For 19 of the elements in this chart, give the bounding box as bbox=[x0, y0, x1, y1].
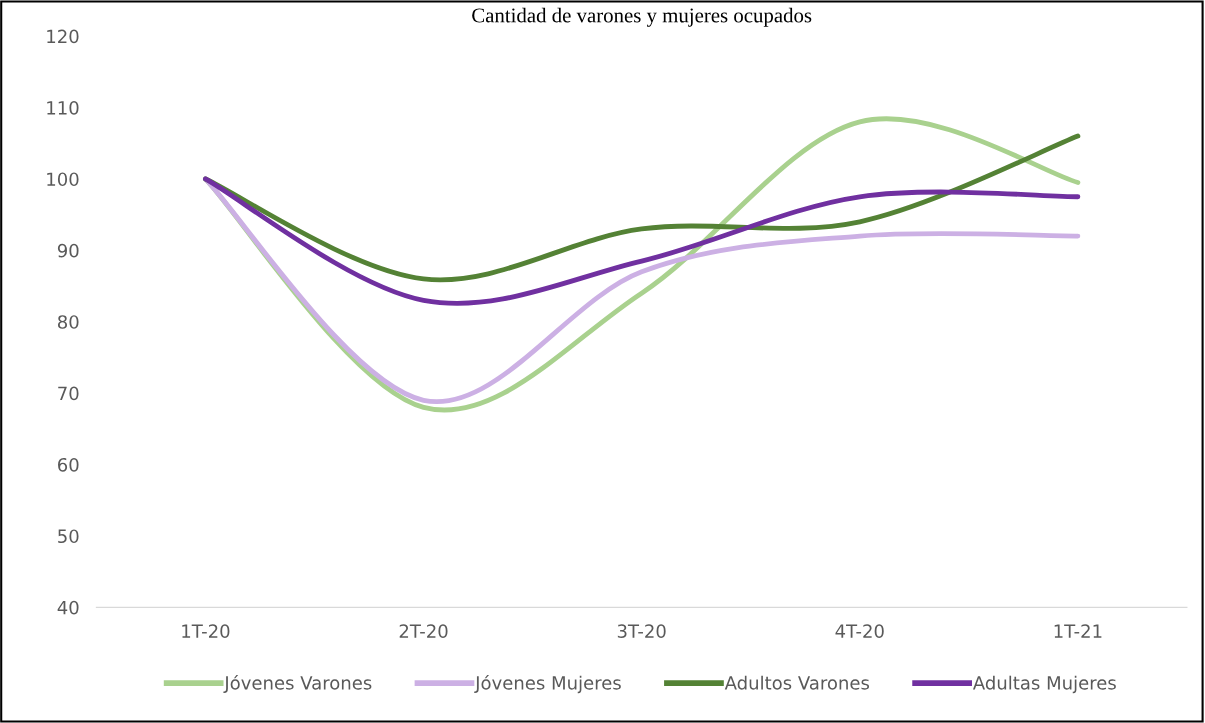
x-tick-label: 1T-20 bbox=[182, 624, 230, 638]
y-tick-label: 70 bbox=[58, 386, 79, 401]
y-tick-label: 50 bbox=[58, 529, 79, 544]
legend-label: Jóvenes Mujeres bbox=[474, 674, 621, 694]
y-tick-label: 40 bbox=[57, 600, 79, 615]
x-tick-label: 3T-20 bbox=[617, 624, 666, 638]
chart-title: Cantidad de varones y mujeres ocupados bbox=[472, 7, 812, 27]
y-tick-label: 80 bbox=[57, 315, 79, 329]
y-tick-label: 100 bbox=[47, 172, 79, 187]
legend-label: Adultos Varones bbox=[724, 675, 870, 690]
y-tick-label: 90 bbox=[57, 243, 79, 258]
legend-label: Jóvenes Varones bbox=[223, 674, 372, 694]
x-tick-label: 4T-20 bbox=[835, 624, 884, 638]
y-tick-label: 110 bbox=[47, 101, 79, 115]
legend-label: Adultas Mujeres bbox=[972, 675, 1116, 694]
x-tick-label: 1T-21 bbox=[1054, 624, 1102, 638]
y-tick-label: 120 bbox=[47, 29, 79, 44]
x-tick-label: 2T-20 bbox=[399, 624, 448, 638]
y-tick-label: 60 bbox=[58, 457, 79, 472]
